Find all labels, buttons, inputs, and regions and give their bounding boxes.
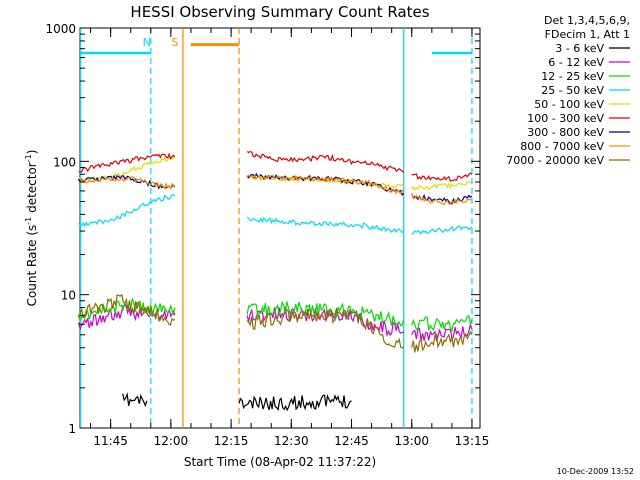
legend-header-1: FDecim 1, Att 1 [545, 28, 630, 41]
series-5-segment-2 [411, 172, 473, 182]
series-2-segment-1 [246, 300, 405, 327]
series-0-segment-0 [122, 392, 148, 408]
plot-frame [79, 27, 481, 429]
x-tick-label-3: 12:30 [274, 434, 309, 448]
series-layer [77, 150, 473, 412]
series-4-segment-1 [246, 174, 405, 189]
tick-layer: 1 10 100 1000 11:45 12:00 12:15 12:30 12:45 13:00… [45, 22, 489, 448]
legend-label-6: 300 - 800 keV [527, 126, 604, 139]
series-7-segment-1 [246, 173, 405, 195]
series-0-segment-1 [238, 393, 352, 412]
y-axis-label-base: Count Rate (s [25, 225, 39, 307]
series-1-segment-1 [246, 306, 404, 338]
x-tick-label-6: 13:15 [455, 434, 490, 448]
date-stamp: 10-Dec-2009 13:52 [557, 467, 634, 476]
series-3-segment-1 [246, 216, 405, 234]
series-7-segment-0 [78, 176, 176, 190]
legend-label-4: 50 - 100 keV [534, 98, 604, 111]
y-axis-label-mid: detector [25, 162, 39, 217]
series-5-segment-1 [246, 150, 405, 174]
series-3-segment-0 [78, 194, 176, 228]
annotation-1: S [171, 36, 178, 49]
y-axis-label-exp1: -1 [24, 217, 33, 225]
series-4-segment-0 [77, 156, 176, 182]
legend: Det 1,3,4,5,6,9,FDecim 1, Att 13 - 6 keV… [506, 14, 630, 167]
series-5-segment-0 [78, 152, 176, 173]
series-2-segment-2 [411, 315, 473, 333]
x-axis-label: Start Time (08-Apr-02 11:37:22) [184, 455, 376, 469]
y-axis-label-exp2: -1 [24, 154, 33, 162]
x-tick-label-4: 12:45 [334, 434, 369, 448]
x-tick-label-1: 12:00 [154, 434, 189, 448]
y-tick-label-2: 100 [53, 155, 76, 169]
y-tick-label-0: 1 [68, 422, 76, 436]
legend-label-2: 12 - 25 keV [541, 70, 604, 83]
annotation-0: N [143, 36, 151, 49]
chart-title: HESSI Observing Summary Count Rates [130, 3, 429, 21]
legend-label-7: 800 - 7000 keV [520, 140, 604, 153]
y-tick-label-3: 1000 [45, 22, 76, 36]
series-4-segment-2 [411, 181, 473, 191]
series-8-segment-2 [411, 330, 473, 353]
y-axis-label-end: ) [25, 150, 39, 155]
legend-label-0: 3 - 6 keV [555, 42, 604, 55]
legend-label-8: 7000 - 20000 keV [506, 154, 604, 167]
y-tick-label-1: 10 [61, 289, 76, 303]
series-1-segment-2 [411, 322, 473, 342]
series-8-segment-0 [77, 293, 176, 326]
legend-label-3: 25 - 50 keV [541, 84, 604, 97]
x-tick-label-2: 12:15 [214, 434, 249, 448]
y-axis-label: Count Rate (s-1 detector-1) [24, 150, 39, 307]
series-8-segment-1 [246, 308, 404, 349]
x-tick-label-5: 13:00 [394, 434, 429, 448]
series-3-segment-2 [411, 225, 473, 235]
legend-header-0: Det 1,3,4,5,6,9, [544, 14, 630, 27]
x-tick-label-0: 11:45 [93, 434, 128, 448]
series-7-segment-2 [411, 193, 473, 206]
legend-label-1: 6 - 12 keV [548, 56, 604, 69]
series-6-segment-0 [77, 174, 176, 190]
legend-label-5: 100 - 300 keV [527, 112, 604, 125]
